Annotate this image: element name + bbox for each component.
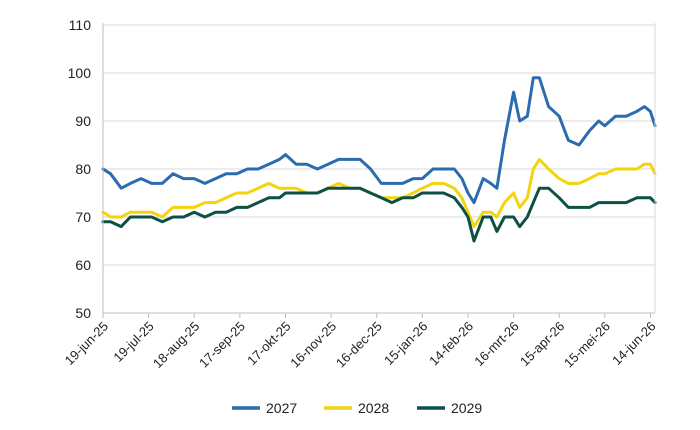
legend-label-2028: 2028 (358, 400, 389, 416)
legend: 2027 2028 2029 (232, 400, 482, 416)
x-tick-label: 16-mrt-26 (471, 319, 521, 369)
x-axis-ticks: 19-jun-25 19-jul-2518-aug-2517-sep-2517-o… (62, 313, 659, 371)
y-tick-label: 80 (75, 161, 91, 177)
y-tick-label: 60 (75, 257, 91, 273)
x-tick-label: 17-sep-25 (196, 319, 248, 371)
series-lines (101, 76, 657, 243)
axes (102, 23, 656, 314)
x-tick-label: 17-okt-25 (244, 319, 293, 368)
x-tick-label: 15-mei-26 (561, 319, 613, 371)
x-tick-label: 16-dec-25 (333, 319, 385, 371)
x-tick-label: 16-nov-25 (287, 319, 339, 371)
y-axis-ticks: 50 60 70 80 90 100 110 (68, 17, 92, 321)
x-tick-label: 14-feb-26 (426, 319, 476, 369)
series-line-2029 (101, 186, 657, 243)
y-tick-label: 110 (69, 17, 92, 33)
grid-lines (103, 24, 655, 266)
x-tick-label: 18-aug-25 (150, 319, 203, 372)
x-tick-label: 14-jun-26 (609, 319, 658, 368)
x-tick-label: 19-jul-25 (110, 319, 156, 365)
y-tick-label: 100 (68, 65, 92, 81)
series-line-2027 (101, 76, 657, 205)
y-tick-label: 90 (75, 113, 91, 129)
series-line-2028 (101, 157, 657, 229)
y-tick-label: 70 (75, 209, 91, 225)
legend-label-2029: 2029 (451, 400, 482, 416)
y-tick-label: 50 (75, 305, 91, 321)
x-tick-label: 15-apr-26 (517, 319, 567, 369)
legend-label-2027: 2027 (266, 400, 297, 416)
x-tick-label: 19-jun-25 (62, 319, 111, 368)
x-tick-label: 15-jan-26 (381, 319, 430, 368)
